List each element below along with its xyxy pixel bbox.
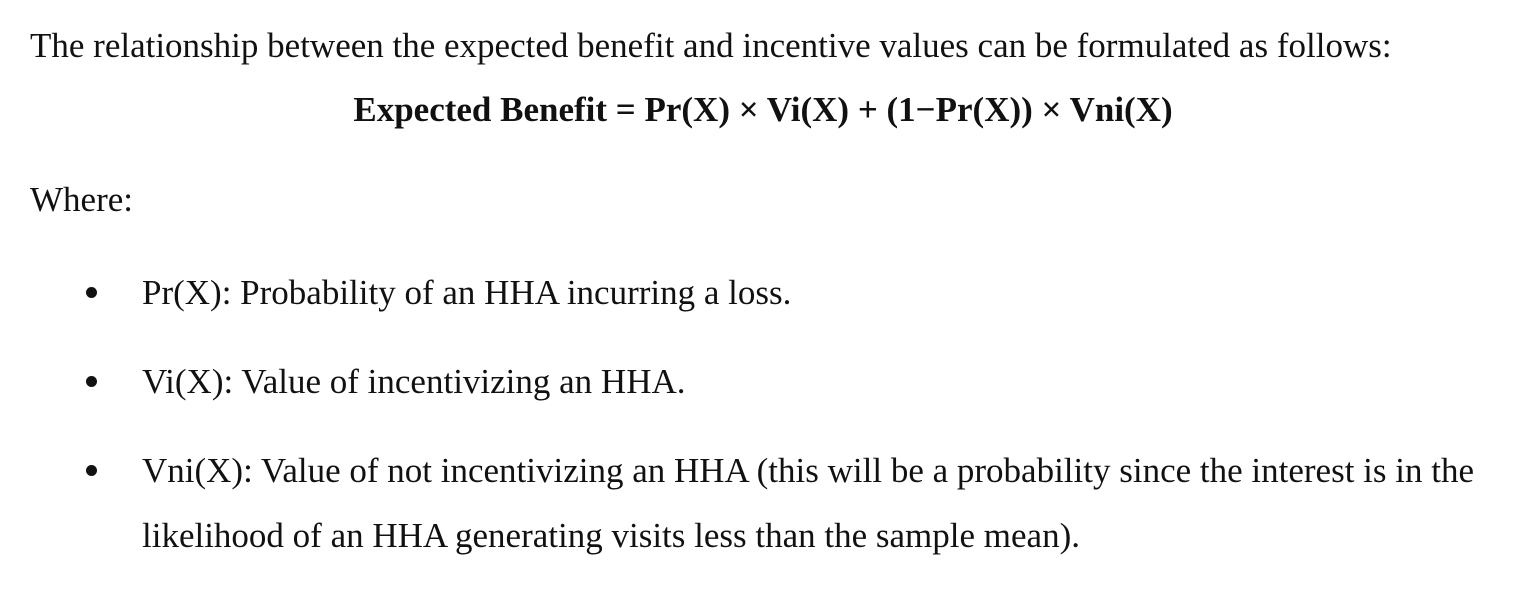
bullet-icon bbox=[86, 376, 97, 387]
expected-benefit-formula: Expected Benefit = Pr(X) × Vi(X) + (1−Pr… bbox=[353, 90, 1173, 129]
definition-text: Pr(X): Probability of an HHA incurring a… bbox=[142, 273, 792, 312]
bullet-icon bbox=[86, 287, 97, 298]
definition-text: Vni(X): Value of not incentivizing an HH… bbox=[142, 451, 1474, 555]
bullet-icon bbox=[86, 465, 97, 476]
intro-paragraph: The relationship between the expected be… bbox=[30, 26, 1392, 65]
definition-text: Vi(X): Value of incentivizing an HHA. bbox=[142, 362, 686, 401]
where-label: Where: bbox=[30, 180, 133, 219]
